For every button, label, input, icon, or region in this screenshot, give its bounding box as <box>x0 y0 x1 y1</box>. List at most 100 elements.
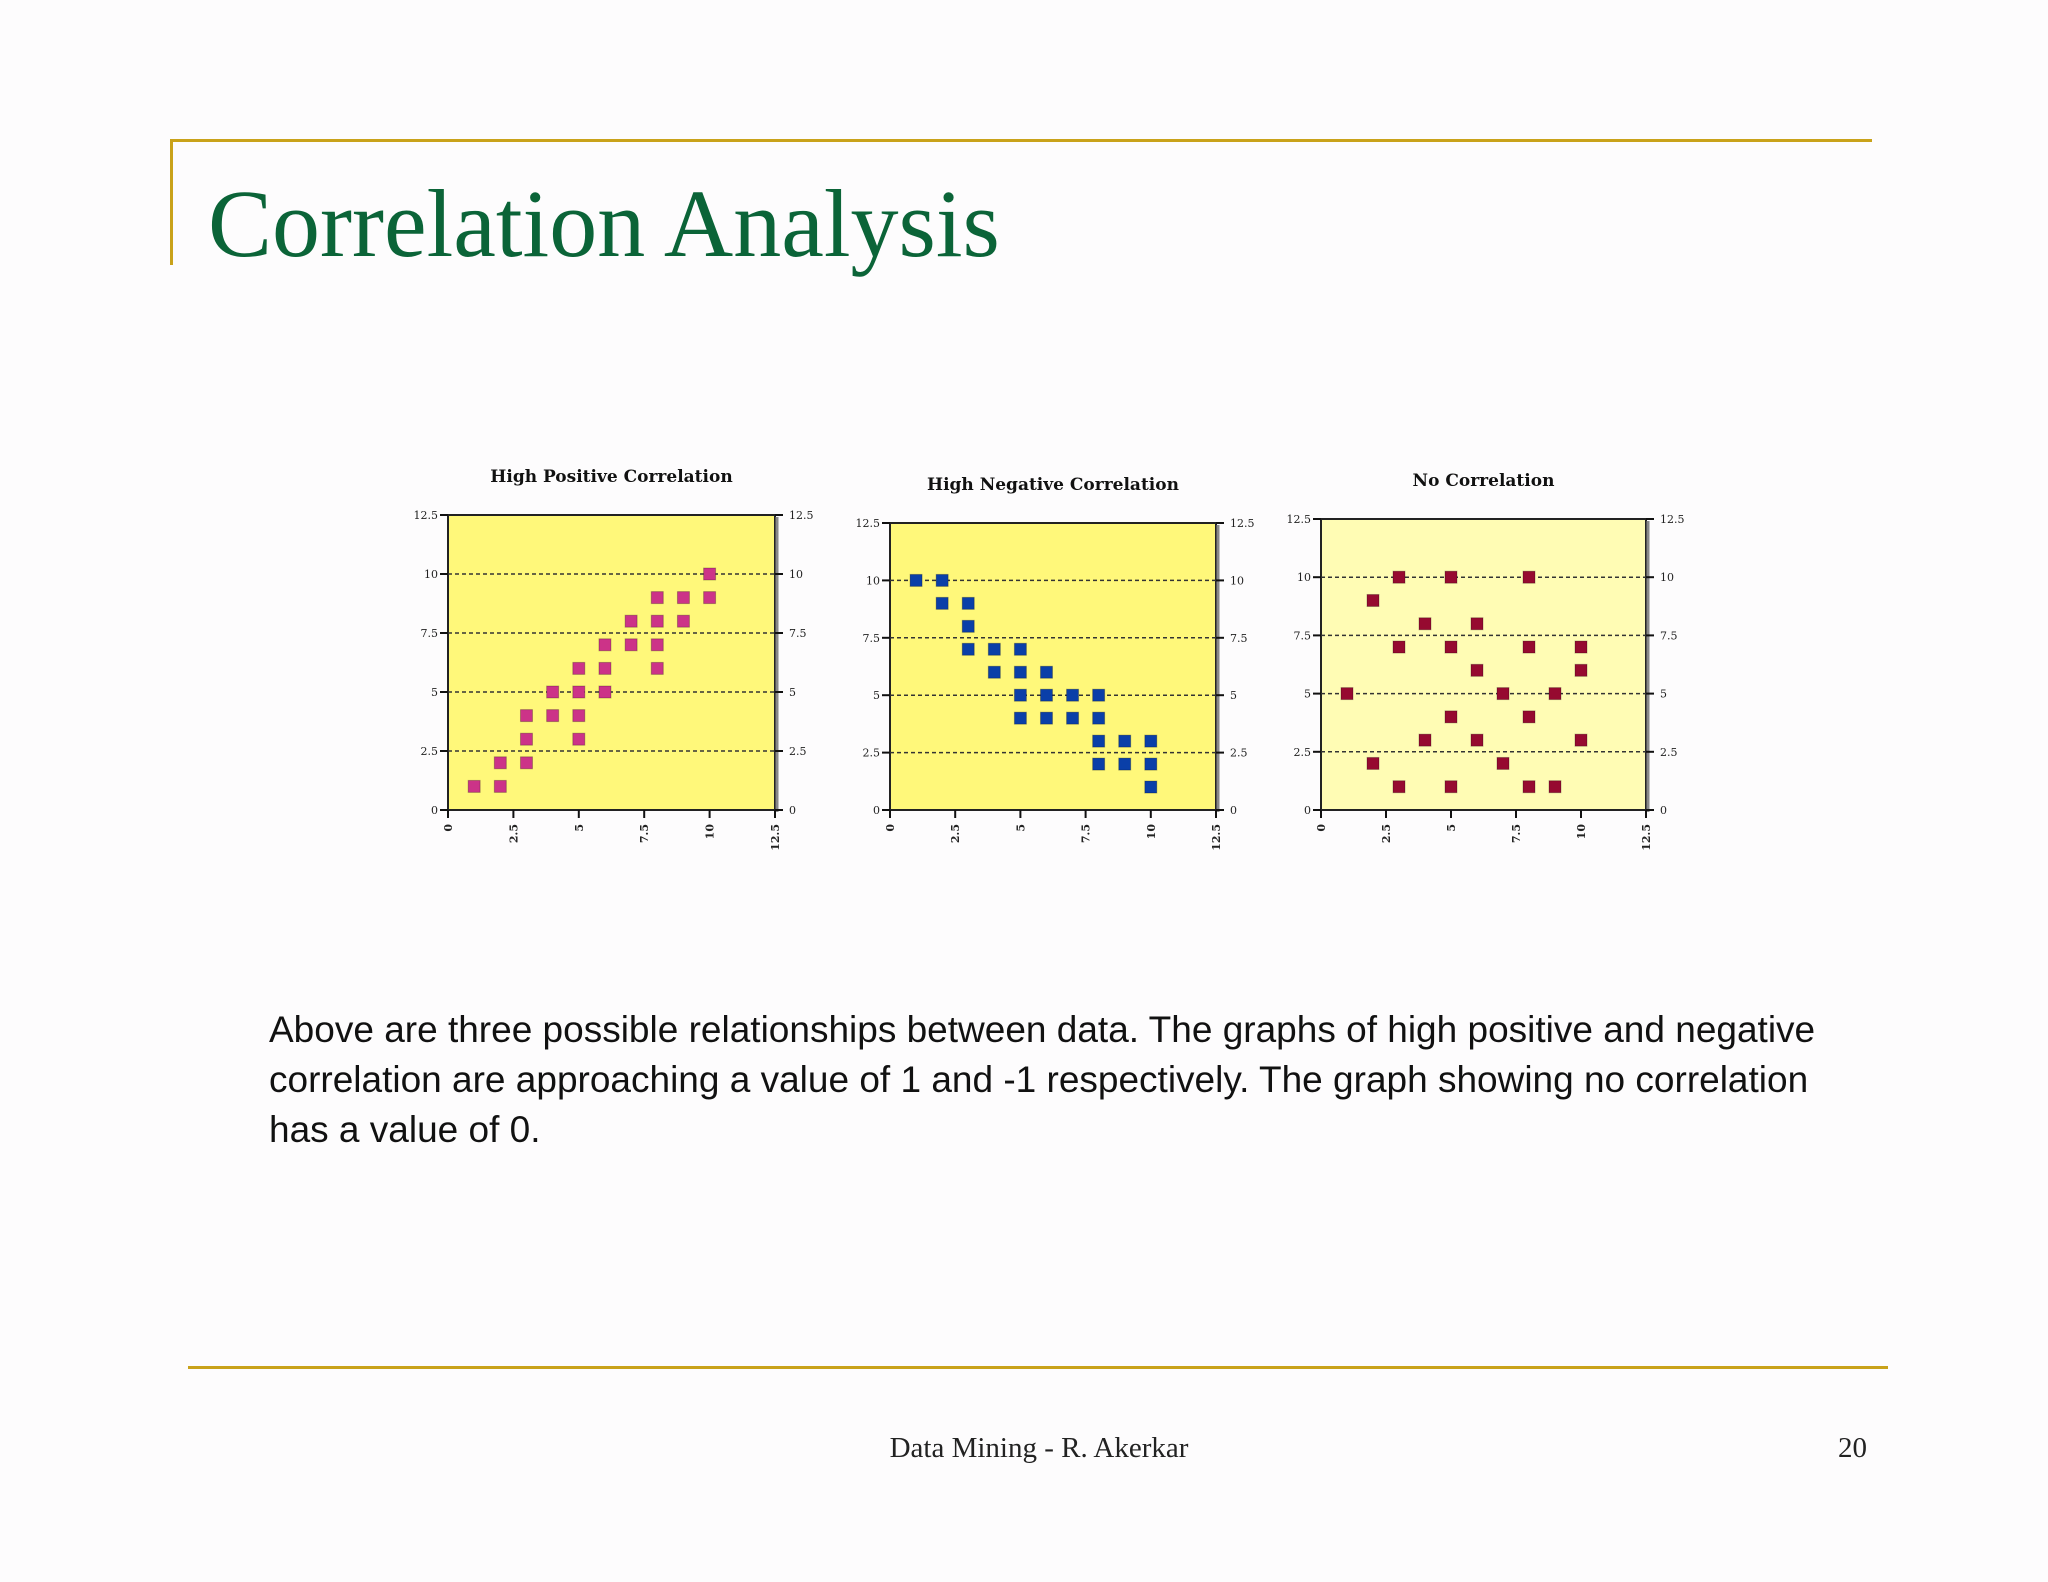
data-point <box>1444 640 1458 654</box>
y-tick-label-right: 2.5 <box>1230 747 1248 760</box>
data-point <box>1366 593 1380 607</box>
data-point <box>546 685 560 699</box>
y-tick-label-right: 7.5 <box>789 627 807 640</box>
data-point <box>1522 710 1536 724</box>
data-point <box>1066 688 1080 702</box>
x-tick-label: 5 <box>1445 824 1458 832</box>
data-point <box>650 638 664 652</box>
data-point <box>1496 756 1510 770</box>
data-point <box>1118 757 1132 771</box>
data-point <box>961 642 975 656</box>
y-tick-label-left: 2.5 <box>421 745 439 758</box>
data-point <box>1039 665 1053 679</box>
chart-title: No Correlation <box>1413 471 1555 491</box>
x-tick-label: 5 <box>1014 824 1027 832</box>
data-point <box>1366 756 1380 770</box>
data-point <box>624 638 638 652</box>
data-point <box>572 661 586 675</box>
y-tick-label-right: 5 <box>789 686 796 699</box>
data-point <box>1548 780 1562 794</box>
data-point <box>935 596 949 610</box>
data-point <box>961 619 975 633</box>
x-tick-label: 0 <box>884 824 897 832</box>
y-tick-label-right: 0 <box>789 804 796 817</box>
y-tick-label-left: 10 <box>1297 571 1311 584</box>
x-tick-label: 0 <box>1315 824 1328 832</box>
x-tick-label: 5 <box>573 824 586 832</box>
y-tick-label-right: 0 <box>1230 804 1237 817</box>
data-point <box>1444 710 1458 724</box>
data-point <box>1574 663 1588 677</box>
data-point <box>624 614 638 628</box>
y-tick-label-right: 12.5 <box>1660 513 1685 526</box>
x-tick-label: 7.5 <box>638 824 651 843</box>
data-point <box>909 573 923 587</box>
data-point <box>1013 688 1027 702</box>
x-tick-label: 12.5 <box>769 824 782 851</box>
y-tick-label-left: 2.5 <box>1294 746 1312 759</box>
page-number: 20 <box>1838 1432 1867 1464</box>
title-rule-top <box>172 139 1872 142</box>
y-tick-label-left: 10 <box>424 568 438 581</box>
title-rule-left <box>170 139 173 265</box>
y-tick-label-left: 5 <box>431 686 438 699</box>
y-tick-label-right: 10 <box>1230 574 1244 587</box>
x-tick-label: 2.5 <box>507 824 520 843</box>
data-point <box>1418 733 1432 747</box>
data-point <box>1470 617 1484 631</box>
data-point <box>1392 570 1406 584</box>
chart-title: High Positive Correlation <box>490 467 732 487</box>
y-tick-label-left: 7.5 <box>421 627 439 640</box>
data-point <box>1092 711 1106 725</box>
y-tick-label-right: 2.5 <box>789 745 807 758</box>
y-tick-label-right: 5 <box>1230 689 1237 702</box>
data-point <box>961 596 975 610</box>
data-point <box>1522 780 1536 794</box>
data-point <box>676 591 690 605</box>
data-point <box>572 709 586 723</box>
data-point <box>1092 757 1106 771</box>
y-tick-label-left: 12.5 <box>856 517 881 530</box>
y-tick-label-right: 5 <box>1660 688 1667 701</box>
y-tick-label-right: 0 <box>1660 804 1667 817</box>
x-tick-label: 10 <box>704 824 717 840</box>
y-tick-label-left: 12.5 <box>414 509 439 522</box>
data-point <box>1574 640 1588 654</box>
y-tick-label-left: 0 <box>873 804 880 817</box>
data-point <box>1039 688 1053 702</box>
data-point <box>650 661 664 675</box>
y-tick-label-left: 0 <box>1304 804 1311 817</box>
data-point <box>1144 780 1158 794</box>
x-tick-label: 2.5 <box>949 824 962 843</box>
data-point <box>987 642 1001 656</box>
y-tick-label-right: 12.5 <box>1230 517 1255 530</box>
data-point <box>650 614 664 628</box>
data-point <box>1418 617 1432 631</box>
y-tick-label-right: 7.5 <box>1230 632 1248 645</box>
data-point <box>1092 734 1106 748</box>
data-point <box>935 573 949 587</box>
x-tick-label: 7.5 <box>1080 824 1093 843</box>
data-point <box>519 709 533 723</box>
plot-area <box>889 522 1217 811</box>
y-tick-label-left: 2.5 <box>863 747 881 760</box>
data-point <box>1392 780 1406 794</box>
data-point <box>1013 665 1027 679</box>
y-tick-label-left: 5 <box>873 689 880 702</box>
chart-title: High Negative Correlation <box>927 475 1179 495</box>
data-point <box>1548 687 1562 701</box>
data-point <box>519 732 533 746</box>
x-tick-label: 10 <box>1575 824 1588 840</box>
data-point <box>598 685 612 699</box>
x-tick-label: 7.5 <box>1510 824 1523 843</box>
data-point <box>1013 711 1027 725</box>
data-point <box>650 591 664 605</box>
y-tick-label-right: 7.5 <box>1660 629 1678 642</box>
footer-text: Data Mining - R. Akerkar <box>889 1432 1189 1464</box>
y-tick-label-left: 5 <box>1304 688 1311 701</box>
data-point <box>676 614 690 628</box>
y-tick-label-right: 2.5 <box>1660 746 1678 759</box>
data-point <box>1522 570 1536 584</box>
